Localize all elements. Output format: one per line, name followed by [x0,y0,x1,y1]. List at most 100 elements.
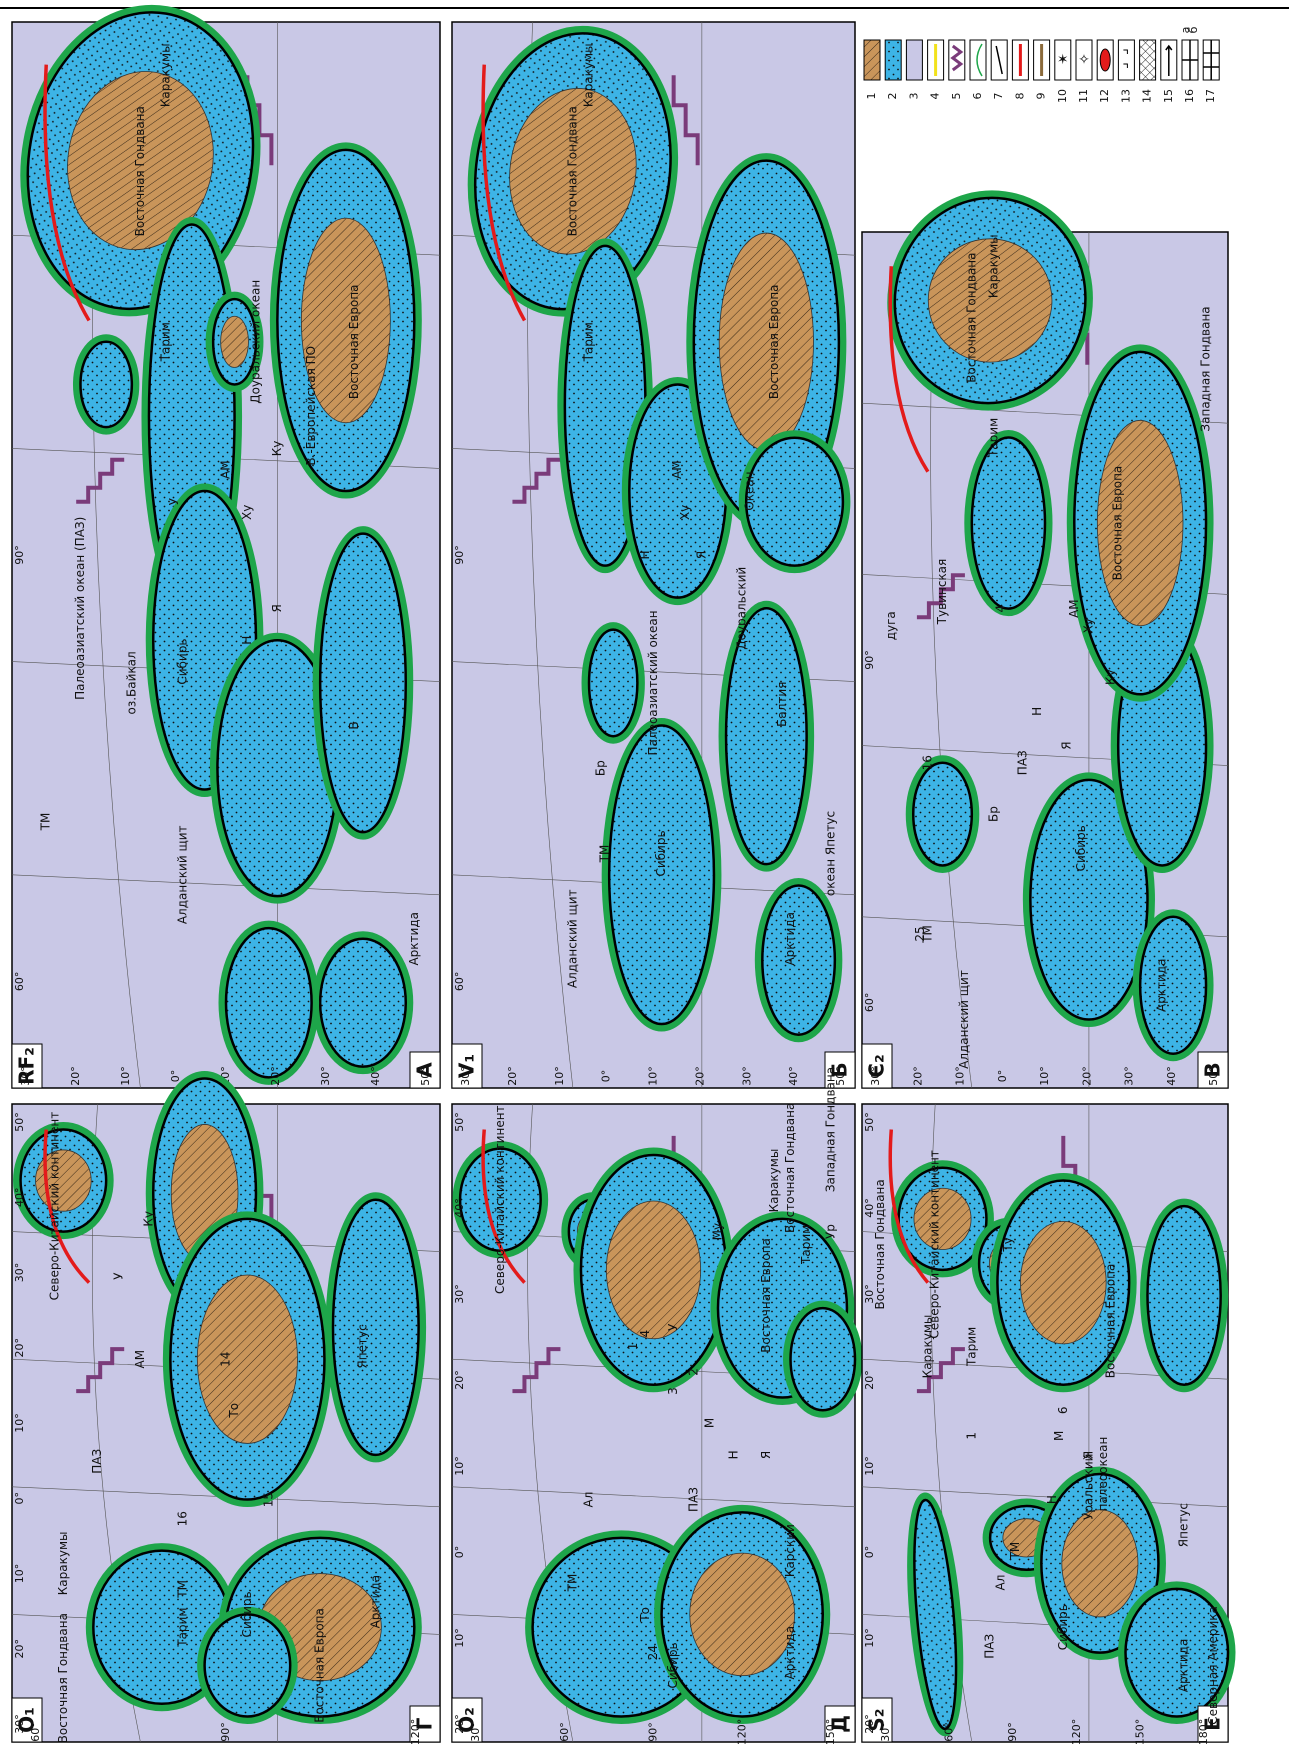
continent [1147,1206,1220,1385]
place-label: Северо-Китайский континент [493,1105,507,1294]
place-label: У [666,1323,680,1331]
legend-symbol [1100,49,1110,71]
legend-number: 2 [886,93,899,100]
latitude-label: 30° [863,1284,876,1304]
place-label: Арктида [783,912,797,966]
place-label: Океан [743,471,757,510]
place-label: Западная Гондвана [1199,306,1213,431]
latitude-label: 20° [13,1639,26,1659]
place-label: Восточная Европа [313,1608,327,1723]
place-label: ПАЗ [90,1449,104,1474]
place-label: Сибирь [240,1591,254,1637]
latitude-label: 0° [600,1070,613,1083]
latitude-label: 40° [369,1066,382,1086]
legend-sublabel: б [1187,26,1200,33]
latitude-label: 20° [911,1066,924,1086]
latitude-label: 10° [863,1456,876,1476]
place-label: Доуральский [735,567,749,650]
latitude-label: 20° [269,1066,282,1086]
place-label: 14 [219,1352,233,1367]
place-label: 3 [666,1387,680,1395]
place-label: АМ [670,460,684,479]
continent [762,885,835,1034]
age-label: Є₂ [865,1054,889,1077]
place-label: Тарим [176,1608,190,1648]
place-label: ПАЗ [983,1634,997,1659]
place-label: ТМ [176,1580,190,1599]
place-label: Доуральский океан [248,280,262,404]
place-label: Н [1030,707,1044,716]
continent [1140,917,1206,1054]
place-label: Сибирь [654,830,668,876]
place-label: Алданский щит [176,825,190,924]
longitude-label: 60° [453,972,466,992]
longitude-label: 150° [1133,1719,1146,1746]
legend-swatch [1140,40,1156,80]
figure: Восточная Гондвана Тарим Каракумы Палеоазиа… [0,0,1289,1753]
latitude-label: 10° [453,1456,466,1476]
latitude-label: 10° [1038,1066,1051,1086]
map-panel [0,0,440,1088]
place-label: 6 [1056,1406,1070,1414]
place-label: 15 [261,1492,275,1507]
land [914,1188,971,1249]
land [1020,1221,1106,1343]
place-label: Палеоазиатский океан [646,610,660,755]
place-label: Тарим [964,1327,978,1367]
place-label: М [1052,1431,1066,1441]
longitude-label: 90° [13,545,26,565]
panel-letter: Д [828,1715,852,1733]
legend-number: 7 [992,93,1005,100]
place-label: Н [638,550,652,559]
latitude-label: 0° [863,1546,876,1559]
place-label: У [167,497,181,505]
legend-number: 15 [1162,89,1175,103]
legend-swatch [970,40,986,80]
place-label: ТМ [565,1574,579,1593]
place-label: Восточная Европа [347,284,361,399]
age-label: O₁ [15,1707,39,1733]
place-label: Ку [270,441,284,457]
latitude-label: 50° [863,1112,876,1132]
place-label: Н [1045,1495,1059,1504]
place-label: Ал [582,1492,596,1508]
continent [589,630,637,737]
place-label: Восточная Европа [759,1238,773,1353]
place-label: Каракумы [159,43,173,107]
legend-number: 9 [1035,93,1048,100]
place-label: Алданский щит [565,889,579,988]
latitude-label: 20° [693,1066,706,1086]
latitude-label: 30° [453,1284,466,1304]
latitude-label: 40° [453,1198,466,1218]
place-label: Каракумы [767,1149,781,1213]
legend-symbol: ✧ [1078,52,1090,68]
place-label: 2 [686,1368,700,1376]
place-label: Тарим [159,322,173,362]
longitude-label: 90° [647,1722,660,1742]
place-label: Арктида [407,912,421,966]
place-label: Я [1081,1451,1095,1459]
place-label: 1 [626,1343,640,1351]
place-label: Каракумы [56,1531,70,1595]
latitude-label: 20° [506,1066,519,1086]
place-label: Восточная Гондвана [964,252,978,382]
legend-number: 13 [1119,89,1132,103]
latitude-label: 20° [863,1370,876,1390]
place-label: Я [1059,741,1073,749]
place-label: Сибирь [666,1642,680,1688]
place-label: Арктида [1177,1639,1191,1693]
place-label: Восточная Европа [767,284,781,399]
place-label: Сибирь [176,639,190,685]
place-label: Ку [1103,669,1117,685]
legend-swatch [906,40,922,80]
place-label: 24 [646,1645,660,1660]
longitude-label: 120° [1070,1719,1083,1746]
place-label: Арктида [368,1575,382,1629]
place-label: оз.Байкал [124,651,138,714]
latitude-label: 10° [13,1564,26,1584]
latitude-label: 20° [13,1338,26,1358]
place-label: Я [270,604,284,612]
place-label: Арктида [1155,959,1169,1013]
place-label: Восточная Европа [1103,1264,1117,1379]
latitude-label: 0° [169,1070,182,1083]
